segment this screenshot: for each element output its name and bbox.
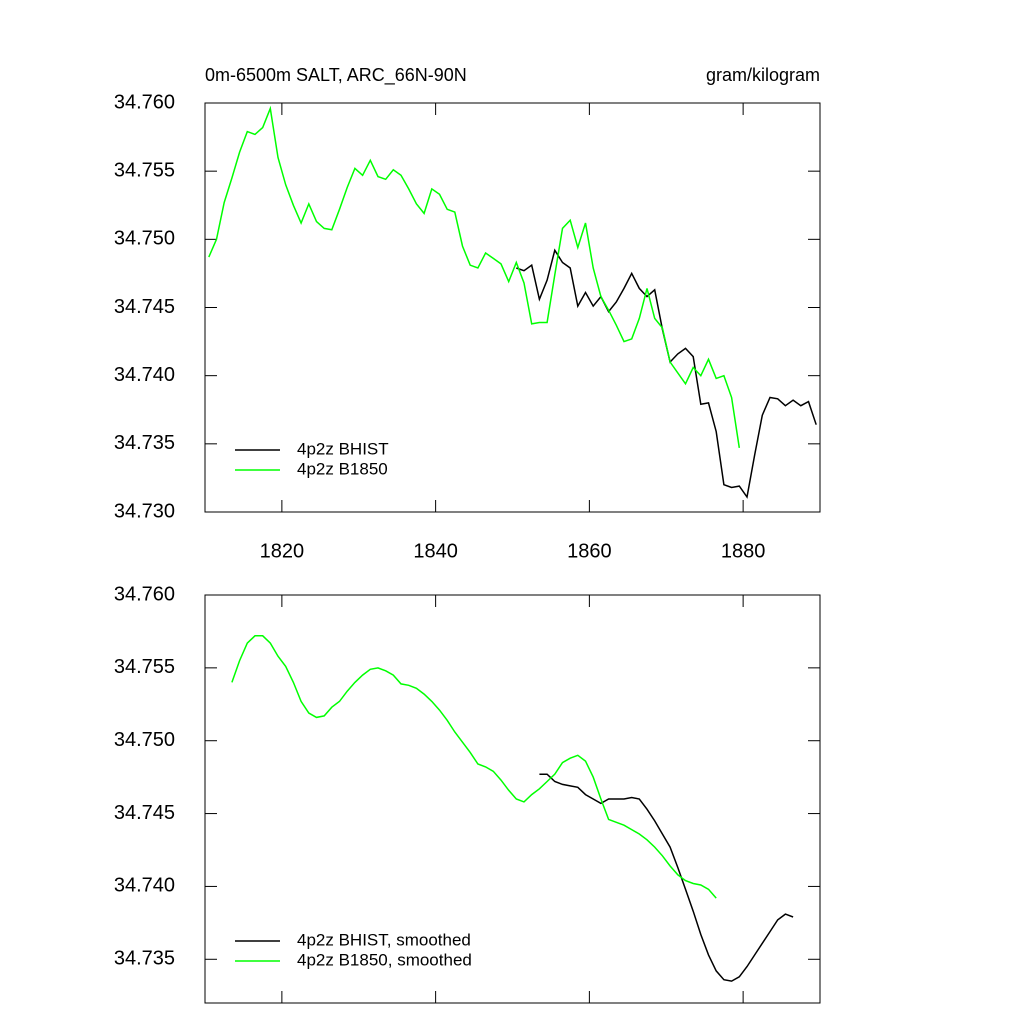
y-tick-label: 34.730: [114, 500, 175, 522]
y-tick-label: 34.750: [114, 729, 175, 751]
y-tick-label: 34.760: [114, 91, 175, 113]
data-line: [208, 105, 741, 449]
x-tick-label: 1880: [721, 540, 766, 562]
x-tick-label: 1840: [413, 540, 458, 562]
x-tick-label: 1860: [567, 540, 612, 562]
x-tick-label: 1820: [260, 540, 305, 562]
y-tick-label: 34.740: [114, 364, 175, 386]
y-tick-label: 34.745: [114, 802, 175, 824]
legend-label: 4p2z BHIST, smoothed: [297, 930, 471, 949]
y-tick-label: 34.735: [114, 432, 175, 454]
legend-label: 4p2z BHIST: [297, 439, 389, 458]
y-tick-label: 34.735: [114, 948, 175, 970]
units-label: gram/kilogram: [706, 65, 820, 85]
plot-frame: [204, 594, 821, 1004]
legend-label: 4p2z B1850: [297, 459, 388, 478]
y-tick-label: 34.760: [114, 583, 175, 605]
y-tick-label: 34.750: [114, 228, 175, 250]
y-tick-label: 34.745: [114, 296, 175, 318]
data-line: [231, 635, 717, 899]
y-tick-label: 34.755: [114, 656, 175, 678]
data-line: [516, 248, 817, 499]
y-tick-label: 34.740: [114, 875, 175, 897]
legend-label: 4p2z B1850, smoothed: [297, 950, 472, 969]
chart-title: 0m-6500m SALT, ARC_66N-90N: [205, 65, 467, 86]
data-line: [539, 773, 794, 982]
y-tick-label: 34.755: [114, 159, 175, 181]
